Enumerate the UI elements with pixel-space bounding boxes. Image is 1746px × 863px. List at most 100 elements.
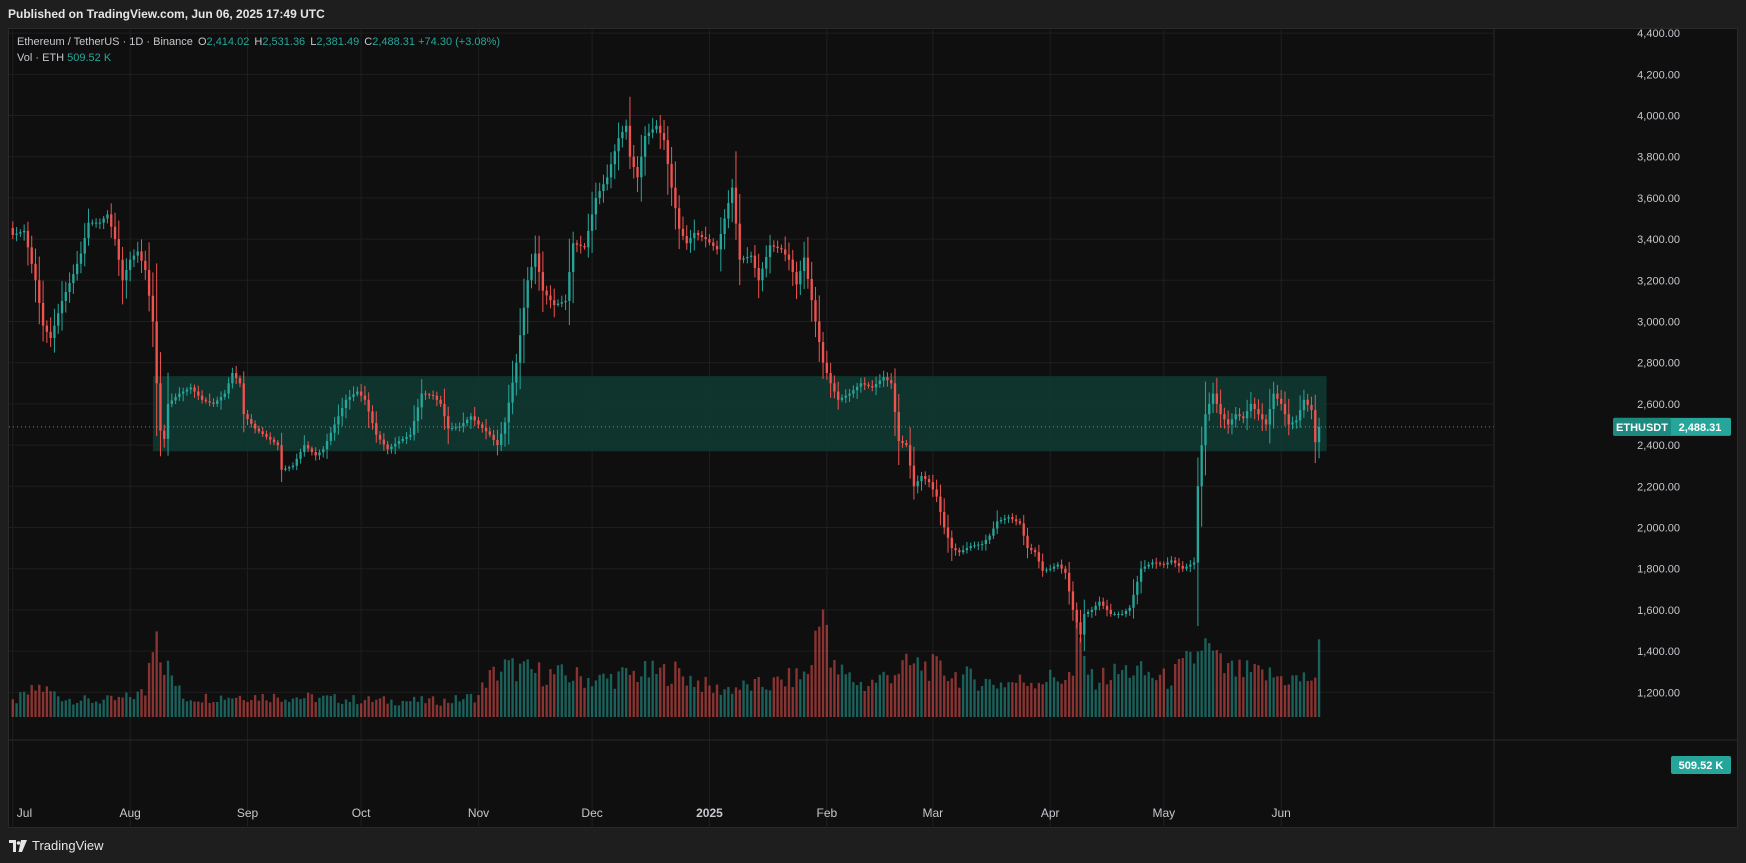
y-tick-label: 2,400.00 xyxy=(1637,440,1680,452)
candle-body xyxy=(1238,414,1241,417)
volume-bar xyxy=(87,698,90,717)
candle-body xyxy=(1223,414,1226,420)
candle-body xyxy=(1249,403,1253,412)
symbol-title[interactable]: Ethereum / TetherUS · 1D · Binance xyxy=(17,36,193,48)
volume-bar xyxy=(590,686,594,717)
y-tick-label: 1,800.00 xyxy=(1637,564,1680,576)
volume-bar xyxy=(1268,667,1272,717)
volume-label[interactable]: Vol · ETH xyxy=(17,52,65,64)
candle-body xyxy=(1102,601,1105,606)
candle-body xyxy=(79,253,83,264)
candle-body xyxy=(386,444,389,450)
volume-bar xyxy=(163,674,166,717)
candle-body xyxy=(696,232,700,235)
volume-bar xyxy=(1147,671,1150,717)
volume-bar xyxy=(212,702,215,717)
ohlc-row: Ethereum / TetherUS · 1D · Binance O2,41… xyxy=(17,34,500,50)
candle-body xyxy=(102,218,105,223)
candle-body xyxy=(1261,414,1264,420)
candle-body xyxy=(121,259,124,281)
volume-bar xyxy=(121,697,124,717)
volume-bar xyxy=(75,703,79,717)
candle-body xyxy=(662,133,666,141)
candle-body xyxy=(659,125,662,134)
candle-body xyxy=(1227,419,1230,425)
candle-body xyxy=(246,414,249,420)
volume-bar xyxy=(549,669,552,717)
candle-body xyxy=(708,239,711,243)
volume-bar xyxy=(1128,677,1131,717)
volume-bar xyxy=(624,668,628,717)
volume-bar xyxy=(526,659,529,717)
candle-body xyxy=(647,132,651,137)
volume-bar xyxy=(1200,650,1203,717)
volume-bar xyxy=(53,691,56,717)
candle-body xyxy=(235,373,238,379)
candle-body xyxy=(643,136,647,157)
x-tick-label: Nov xyxy=(468,806,489,820)
volume-bar xyxy=(352,695,355,717)
volume-bar xyxy=(322,695,325,717)
volume-bar xyxy=(1302,672,1306,717)
volume-bar xyxy=(848,672,851,717)
candle-body xyxy=(450,427,454,429)
candle-body xyxy=(174,397,177,401)
volume-bar xyxy=(1052,677,1056,717)
candle-body xyxy=(996,521,999,529)
volume-bar xyxy=(840,664,844,717)
volume-bar xyxy=(1287,684,1290,717)
volume-bar xyxy=(117,696,120,717)
tradingview-brand[interactable]: TradingView xyxy=(9,838,104,853)
candle-body xyxy=(269,436,272,440)
candle-body xyxy=(961,550,965,553)
candle-body xyxy=(117,239,120,260)
x-tick-label: Jul xyxy=(17,806,32,820)
candle-body xyxy=(488,431,492,435)
candle-body xyxy=(151,295,155,322)
volume-bar xyxy=(341,703,344,717)
volume-bar xyxy=(693,686,696,717)
candle-body xyxy=(712,242,715,246)
volume-bar xyxy=(537,662,541,717)
volume-bar xyxy=(874,682,878,717)
volume-bar xyxy=(787,668,791,717)
candle-body xyxy=(537,253,541,273)
volume-bar xyxy=(1033,688,1037,717)
candle-body xyxy=(784,249,787,255)
volume-bar xyxy=(500,671,503,717)
candle-body xyxy=(1105,605,1109,610)
volume-bar xyxy=(235,697,238,717)
candle-body xyxy=(715,245,719,250)
candle-body xyxy=(787,254,791,260)
volume-bar xyxy=(185,701,189,717)
candle-body xyxy=(144,260,147,271)
candle-body xyxy=(1310,404,1313,411)
candle-body xyxy=(75,263,79,275)
volume-bar xyxy=(155,631,158,717)
candle-body xyxy=(1120,614,1124,616)
candle-body xyxy=(1200,445,1203,487)
candle-body xyxy=(837,391,840,400)
candle-body xyxy=(295,458,298,466)
candle-body xyxy=(341,408,344,417)
volume-bar xyxy=(15,703,18,717)
candle-body xyxy=(38,280,41,303)
candle-body xyxy=(30,247,33,264)
volume-bar xyxy=(636,681,639,717)
candle-body xyxy=(481,424,484,428)
volume-bar xyxy=(556,665,560,717)
volume-bar xyxy=(628,674,632,717)
candle-body xyxy=(655,125,658,130)
candle-body xyxy=(318,452,321,456)
candle-body xyxy=(534,253,537,267)
candle-body xyxy=(68,283,71,292)
volume-bar xyxy=(416,701,420,717)
volume-bar xyxy=(11,699,14,717)
candle-body xyxy=(178,393,181,398)
volume-bar xyxy=(1117,674,1120,717)
candle-body xyxy=(1132,594,1135,608)
candle-body xyxy=(924,475,927,480)
candle-body xyxy=(299,451,302,459)
high-value: 2,531.36 xyxy=(262,36,306,48)
